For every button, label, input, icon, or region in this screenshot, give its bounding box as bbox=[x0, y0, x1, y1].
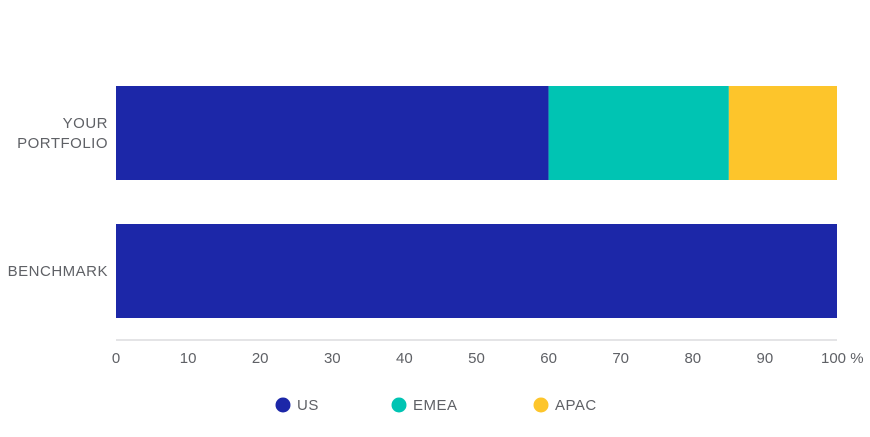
category-label: PORTFOLIO bbox=[17, 135, 108, 152]
legend-label-us: US bbox=[297, 397, 319, 414]
category-label: BENCHMARK bbox=[8, 263, 108, 280]
legend-label-emea: EMEA bbox=[413, 397, 458, 414]
x-tick-label: 0 bbox=[112, 350, 120, 367]
x-tick-label: 50 bbox=[468, 350, 485, 367]
x-tick-label: 80 bbox=[684, 350, 701, 367]
bar-us-0 bbox=[116, 86, 549, 180]
bars-group bbox=[116, 86, 837, 318]
bar-apac-0 bbox=[728, 86, 837, 180]
x-tick-label: 30 bbox=[324, 350, 341, 367]
legend-swatch-emea bbox=[391, 397, 407, 413]
x-tick-labels: 0 10 20 30 40 50 60 70 80 90 100 % bbox=[112, 350, 864, 367]
x-tick-label: 70 bbox=[612, 350, 629, 367]
legend-label-apac: APAC bbox=[555, 397, 597, 414]
legend-swatch-us bbox=[275, 397, 291, 413]
x-tick-label: 20 bbox=[252, 350, 269, 367]
legend: US EMEA APAC bbox=[275, 397, 597, 414]
bar-emea-0 bbox=[548, 86, 729, 180]
x-tick-label: 60 bbox=[540, 350, 557, 367]
x-tick-label: 90 bbox=[757, 350, 774, 367]
x-tick-label: 100 % bbox=[821, 350, 864, 367]
x-tick-label: 10 bbox=[180, 350, 197, 367]
legend-swatch-apac bbox=[533, 397, 549, 413]
bar-us-1 bbox=[116, 224, 837, 318]
category-label: YOUR bbox=[63, 115, 108, 132]
category-labels: YOUR PORTFOLIO BENCHMARK bbox=[8, 115, 108, 280]
x-tick-label: 40 bbox=[396, 350, 413, 367]
